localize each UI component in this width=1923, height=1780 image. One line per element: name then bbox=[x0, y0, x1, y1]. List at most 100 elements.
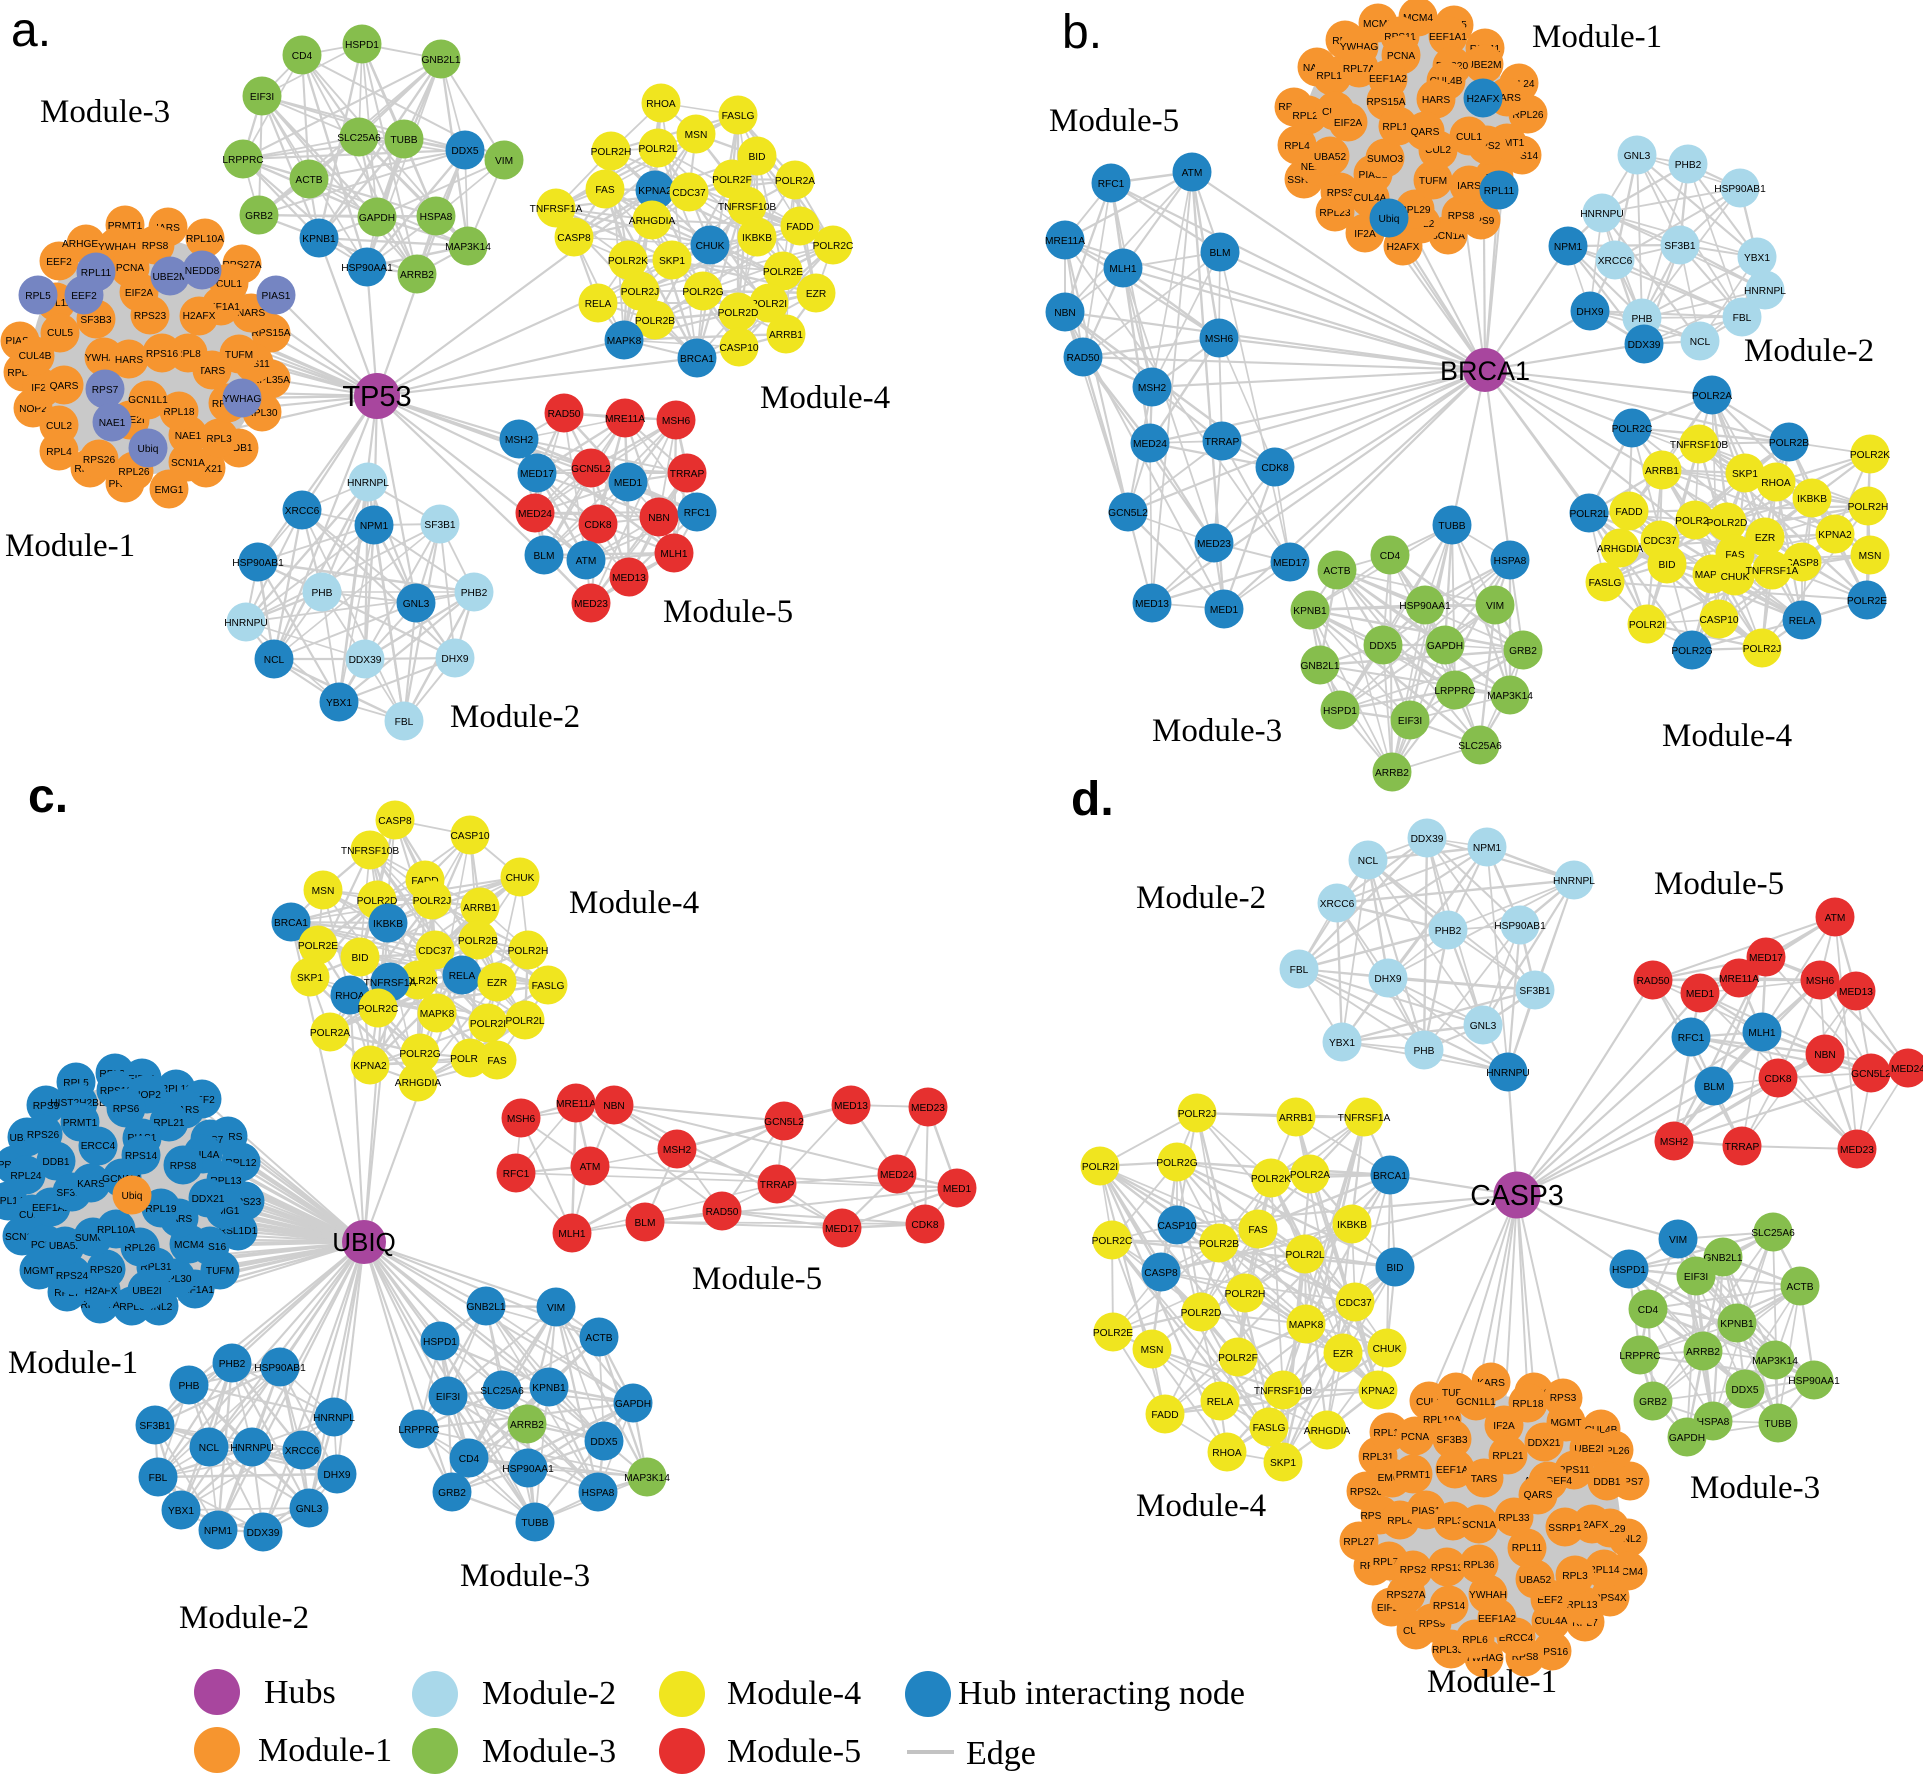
svg-text:MAP3K14: MAP3K14 bbox=[1752, 1356, 1798, 1367]
svg-text:NPM1: NPM1 bbox=[204, 1526, 233, 1537]
svg-text:SF3B1: SF3B1 bbox=[139, 1421, 170, 1432]
svg-text:POLR2D: POLR2D bbox=[1707, 518, 1748, 529]
svg-text:UBIQ: UBIQ bbox=[332, 1227, 396, 1257]
svg-text:UBE2M: UBE2M bbox=[152, 272, 187, 283]
svg-text:MED23: MED23 bbox=[911, 1103, 945, 1114]
svg-text:RPS20: RPS20 bbox=[90, 1265, 123, 1276]
svg-text:NCL: NCL bbox=[1358, 856, 1379, 867]
svg-text:RPL19: RPL19 bbox=[145, 1204, 176, 1215]
svg-text:GCN5L2: GCN5L2 bbox=[1108, 508, 1148, 519]
svg-text:EZR: EZR bbox=[1333, 1349, 1353, 1360]
svg-text:NBN: NBN bbox=[603, 1101, 625, 1112]
svg-text:GAPDH: GAPDH bbox=[1669, 1433, 1705, 1444]
svg-text:NAE1: NAE1 bbox=[175, 431, 202, 442]
svg-text:Module-2: Module-2 bbox=[482, 1675, 616, 1712]
svg-text:NCL: NCL bbox=[1690, 337, 1711, 348]
svg-text:BRCA1: BRCA1 bbox=[1373, 1171, 1407, 1182]
svg-text:ARRB1: ARRB1 bbox=[1279, 1113, 1313, 1124]
svg-text:GNL3: GNL3 bbox=[296, 1504, 323, 1515]
svg-text:CHUK: CHUK bbox=[1373, 1344, 1402, 1355]
svg-text:RPS13: RPS13 bbox=[1431, 1563, 1464, 1574]
svg-text:MRE11A: MRE11A bbox=[556, 1099, 596, 1110]
svg-text:ERCC4: ERCC4 bbox=[81, 1141, 116, 1152]
svg-text:CASP3: CASP3 bbox=[1470, 1180, 1563, 1212]
svg-text:GNL3: GNL3 bbox=[403, 599, 430, 610]
svg-text:LRPPRC: LRPPRC bbox=[1434, 686, 1475, 697]
svg-text:MSH2: MSH2 bbox=[663, 1145, 692, 1156]
svg-text:MGMT: MGMT bbox=[23, 1266, 54, 1277]
svg-text:GAPDH: GAPDH bbox=[359, 213, 395, 224]
svg-text:PHB2: PHB2 bbox=[219, 1359, 246, 1370]
svg-text:PHB2: PHB2 bbox=[1435, 926, 1462, 937]
svg-text:UBE2I: UBE2I bbox=[132, 1286, 161, 1297]
svg-text:Module-3: Module-3 bbox=[482, 1733, 616, 1770]
svg-text:HNRNPL: HNRNPL bbox=[1744, 286, 1786, 297]
svg-text:ARRB2: ARRB2 bbox=[1375, 768, 1409, 779]
svg-text:YBX1: YBX1 bbox=[168, 1506, 194, 1517]
svg-text:MED24: MED24 bbox=[518, 509, 552, 520]
svg-text:POLR2B: POLR2B bbox=[1199, 1239, 1239, 1250]
svg-text:HSP90AB1: HSP90AB1 bbox=[254, 1363, 306, 1374]
svg-text:DDX39: DDX39 bbox=[247, 1528, 280, 1539]
svg-text:RPS15A: RPS15A bbox=[1366, 97, 1405, 108]
svg-text:ATM: ATM bbox=[1182, 168, 1203, 179]
svg-text:Module-5: Module-5 bbox=[727, 1733, 861, 1770]
svg-text:EZR: EZR bbox=[487, 978, 507, 989]
svg-text:RELA: RELA bbox=[585, 299, 612, 310]
svg-text:Module-2: Module-2 bbox=[1744, 333, 1874, 369]
svg-text:SF3B1: SF3B1 bbox=[1664, 241, 1695, 252]
svg-text:Module-3: Module-3 bbox=[1152, 713, 1282, 749]
svg-text:MAPK8: MAPK8 bbox=[607, 336, 642, 347]
svg-text:FASLG: FASLG bbox=[1253, 1423, 1286, 1434]
svg-text:CDK8: CDK8 bbox=[911, 1220, 939, 1231]
svg-text:KPNB1: KPNB1 bbox=[1720, 1319, 1754, 1330]
svg-text:NCL: NCL bbox=[264, 655, 285, 666]
svg-text:RPS26: RPS26 bbox=[27, 1130, 60, 1141]
svg-text:POLR2G: POLR2G bbox=[399, 1049, 440, 1060]
svg-text:DDB1: DDB1 bbox=[42, 1157, 70, 1168]
svg-text:RPL5: RPL5 bbox=[25, 291, 51, 302]
svg-text:MSH6: MSH6 bbox=[1205, 334, 1234, 345]
svg-text:a.: a. bbox=[11, 4, 51, 57]
svg-text:DDX5: DDX5 bbox=[1369, 641, 1397, 652]
svg-text:QARS: QARS bbox=[1524, 1490, 1553, 1501]
svg-text:ACTB: ACTB bbox=[295, 175, 322, 186]
svg-text:GAPDH: GAPDH bbox=[615, 1399, 651, 1410]
svg-text:CD4: CD4 bbox=[1638, 1305, 1659, 1316]
svg-text:HNRNPL: HNRNPL bbox=[313, 1413, 355, 1424]
svg-text:RPL33: RPL33 bbox=[1498, 1513, 1529, 1524]
svg-text:HSP90AB1: HSP90AB1 bbox=[232, 558, 284, 569]
svg-text:TNFRSF1A: TNFRSF1A bbox=[530, 204, 583, 215]
svg-text:RPL3: RPL3 bbox=[206, 434, 232, 445]
svg-text:RPS8: RPS8 bbox=[170, 1161, 197, 1172]
svg-text:POLR2L: POLR2L bbox=[638, 144, 677, 155]
svg-text:KPNA2: KPNA2 bbox=[1361, 1386, 1395, 1397]
svg-text:EIF2A: EIF2A bbox=[1334, 118, 1363, 129]
svg-text:SKP1: SKP1 bbox=[659, 256, 685, 267]
svg-text:Module-3: Module-3 bbox=[40, 94, 170, 130]
svg-text:MAP3K14: MAP3K14 bbox=[1487, 691, 1533, 702]
svg-text:MSH2: MSH2 bbox=[1138, 383, 1167, 394]
svg-text:DHX9: DHX9 bbox=[323, 1470, 351, 1481]
svg-text:SKP1: SKP1 bbox=[297, 973, 323, 984]
svg-text:HSPD1: HSPD1 bbox=[1323, 706, 1357, 717]
svg-text:MAP3K14: MAP3K14 bbox=[624, 1473, 670, 1484]
svg-text:EIF3I: EIF3I bbox=[250, 92, 274, 103]
svg-text:NBN: NBN bbox=[1814, 1050, 1836, 1061]
svg-text:GRB2: GRB2 bbox=[1509, 646, 1537, 657]
svg-text:MRE11A: MRE11A bbox=[605, 414, 645, 425]
svg-text:MED23: MED23 bbox=[1197, 539, 1231, 550]
svg-text:d.: d. bbox=[1071, 773, 1114, 826]
svg-text:BLM: BLM bbox=[1210, 248, 1231, 259]
svg-text:SSRP1: SSRP1 bbox=[1548, 1523, 1582, 1534]
svg-text:VIM: VIM bbox=[547, 1303, 565, 1314]
svg-text:MED13: MED13 bbox=[612, 573, 646, 584]
svg-text:NARS: NARS bbox=[237, 308, 266, 319]
svg-text:CASP8: CASP8 bbox=[557, 233, 591, 244]
svg-text:RPL18: RPL18 bbox=[1512, 1399, 1543, 1410]
svg-text:CUL1: CUL1 bbox=[1456, 132, 1482, 143]
svg-text:XRCC6: XRCC6 bbox=[1320, 899, 1355, 910]
svg-text:UBA52: UBA52 bbox=[1519, 1575, 1552, 1586]
svg-text:RPL4: RPL4 bbox=[46, 447, 72, 458]
svg-text:IARS: IARS bbox=[1457, 181, 1481, 192]
